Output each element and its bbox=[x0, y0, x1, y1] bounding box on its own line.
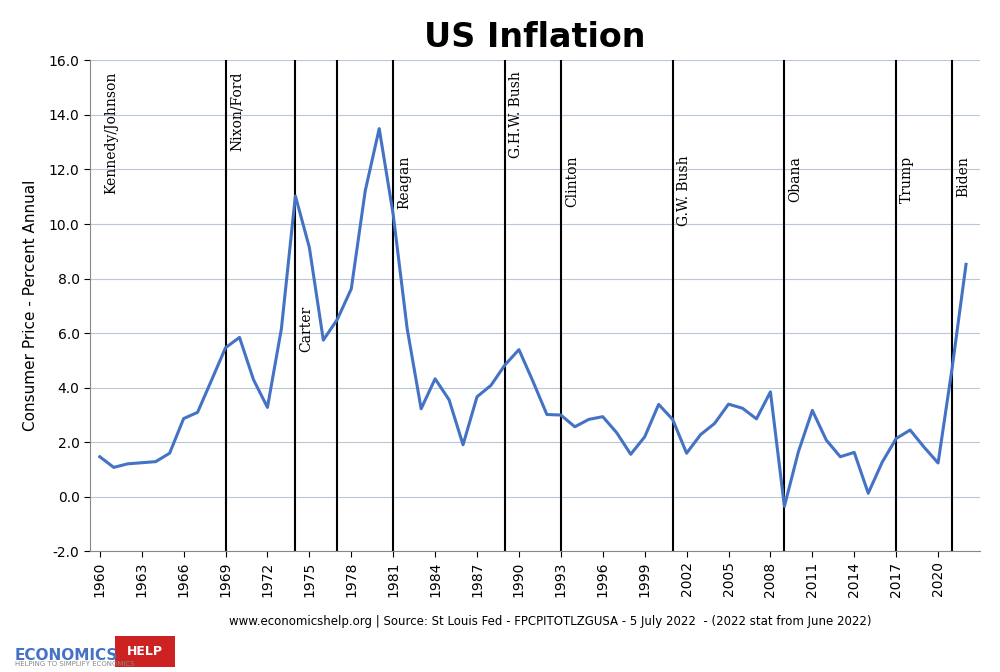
Text: Clinton: Clinton bbox=[565, 156, 579, 208]
Text: G.H.W. Bush: G.H.W. Bush bbox=[509, 71, 523, 159]
Text: HELP: HELP bbox=[127, 645, 163, 658]
Y-axis label: Consumer Price - Percent Annual: Consumer Price - Percent Annual bbox=[23, 180, 38, 431]
Text: Biden: Biden bbox=[956, 156, 970, 197]
Text: Trump: Trump bbox=[900, 156, 914, 203]
Text: Obana: Obana bbox=[789, 156, 803, 202]
Text: Kennedy/Johnson: Kennedy/Johnson bbox=[104, 71, 118, 194]
Text: ECONOMICS: ECONOMICS bbox=[15, 648, 118, 663]
Text: G.W. Bush: G.W. Bush bbox=[677, 156, 691, 226]
Text: Reagan: Reagan bbox=[397, 156, 411, 209]
Text: Carter: Carter bbox=[300, 306, 314, 352]
Text: www.economicshelp.org | Source: St Louis Fed - FPCPITOTLZGUSA - 5 July 2022  - (: www.economicshelp.org | Source: St Louis… bbox=[229, 616, 871, 628]
FancyBboxPatch shape bbox=[112, 635, 178, 668]
Title: US Inflation: US Inflation bbox=[424, 21, 646, 54]
Text: Nixon/Ford: Nixon/Ford bbox=[230, 71, 244, 151]
Text: HELPING TO SIMPLIFY ECONOMICS: HELPING TO SIMPLIFY ECONOMICS bbox=[15, 661, 134, 667]
